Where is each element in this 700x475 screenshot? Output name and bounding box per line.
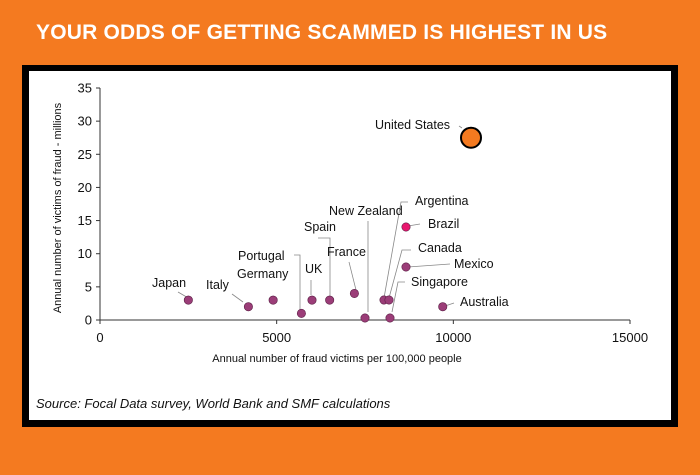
label-japan: Japan [152,276,186,290]
y-tick-label: 0 [85,313,92,328]
point-labels: Japan Italy Germany Portugal UK Spain France Ne… [152,118,509,309]
label-argentina: Argentina [415,194,469,208]
chart-axes: 0 5 10 15 20 25 30 35 0 5000 10000 15000 [78,81,649,346]
label-portugal: Portugal [238,249,285,263]
leader-line [391,281,405,313]
y-axis-label: Annual number of victims of fraud - mill… [52,102,64,313]
point-brazil [401,222,411,232]
leader-line [407,263,451,268]
point-portugal [296,308,306,318]
label-united-states: United States [375,118,450,132]
x-tick-label: 10000 [435,330,471,345]
label-australia: Australia [460,295,509,309]
chart-panel [29,71,671,420]
y-tick-label: 20 [78,180,92,195]
label-spain: Spain [304,220,336,234]
point-france [349,288,359,298]
y-tick-label: 30 [78,114,92,129]
point-mexico [401,262,411,272]
point-uk [307,295,317,305]
leader-line [231,293,244,303]
y-tick-label: 25 [78,147,92,162]
point-new-zealand [360,313,370,323]
label-italy: Italy [206,278,230,292]
point-united-states [460,126,482,149]
label-mexico: Mexico [454,257,494,271]
y-tick-label: 15 [78,213,92,228]
point-canada [384,295,394,305]
label-new-zealand: New Zealand [329,204,403,218]
x-axis-label: Annual number of fraud victims per 100,0… [212,353,462,365]
leader-line [383,201,408,299]
label-singapore: Singapore [411,275,468,289]
y-tick-label: 5 [85,279,92,294]
headline: YOUR ODDS OF GETTING SCAMMED IS HIGHEST … [36,21,608,44]
point-australia [438,302,448,312]
source-note: Source: Focal Data survey, World Bank an… [36,396,391,411]
label-uk: UK [305,262,323,276]
point-spain [325,295,335,305]
leader-line [294,254,301,312]
x-tick-label: 5000 [262,330,291,345]
x-tick-label: 0 [96,330,103,345]
leader-line [388,249,411,299]
x-tick-label: 15000 [612,330,648,345]
point-singapore [385,313,395,323]
point-germany [268,295,278,305]
y-tick-label: 10 [78,246,92,261]
label-france: France [327,245,366,259]
y-tick-label: 35 [78,81,92,96]
data-points [183,126,482,323]
leader-line [458,125,463,129]
label-brazil: Brazil [428,217,459,231]
point-italy [243,302,253,312]
leader-line [348,261,357,291]
leader-line [318,237,331,296]
point-japan [183,295,193,305]
label-germany: Germany [237,267,289,281]
label-canada: Canada [418,241,462,255]
